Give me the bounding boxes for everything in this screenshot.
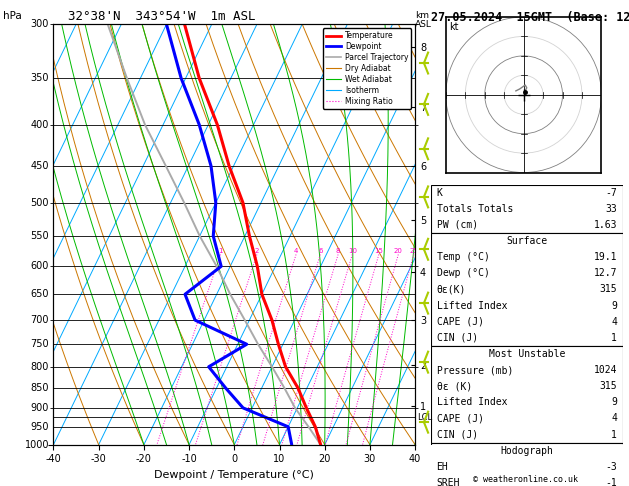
Text: 4: 4 bbox=[611, 414, 617, 423]
Text: 300: 300 bbox=[31, 19, 49, 29]
Text: km
ASL: km ASL bbox=[415, 11, 432, 29]
Text: θε(K): θε(K) bbox=[437, 284, 466, 295]
Text: Pressure (mb): Pressure (mb) bbox=[437, 365, 513, 375]
Text: 1: 1 bbox=[218, 248, 223, 255]
Text: CIN (J): CIN (J) bbox=[437, 333, 478, 343]
Text: 33: 33 bbox=[605, 204, 617, 214]
Text: 600: 600 bbox=[31, 261, 49, 271]
Text: 1: 1 bbox=[611, 430, 617, 439]
Text: CAPE (J): CAPE (J) bbox=[437, 317, 484, 327]
Text: 19.1: 19.1 bbox=[593, 252, 617, 262]
Text: 700: 700 bbox=[31, 315, 49, 325]
Text: hPa: hPa bbox=[3, 11, 22, 21]
Text: 850: 850 bbox=[31, 383, 49, 393]
Text: PW (cm): PW (cm) bbox=[437, 220, 478, 230]
Text: 400: 400 bbox=[31, 120, 49, 130]
Text: Surface: Surface bbox=[506, 236, 547, 246]
Text: CAPE (J): CAPE (J) bbox=[437, 414, 484, 423]
Text: 315: 315 bbox=[599, 381, 617, 391]
Text: 9: 9 bbox=[611, 300, 617, 311]
Text: 10: 10 bbox=[348, 248, 357, 255]
Text: K: K bbox=[437, 188, 442, 198]
Text: 1024: 1024 bbox=[593, 365, 617, 375]
Text: 6: 6 bbox=[318, 248, 323, 255]
Text: 950: 950 bbox=[31, 422, 49, 432]
Text: 4: 4 bbox=[611, 317, 617, 327]
Text: 800: 800 bbox=[31, 362, 49, 372]
Text: -7: -7 bbox=[605, 188, 617, 198]
Bar bbox=[431, 443, 623, 486]
Bar bbox=[431, 233, 623, 346]
Text: EH: EH bbox=[437, 462, 448, 472]
Bar bbox=[431, 185, 623, 233]
Text: 4: 4 bbox=[294, 248, 298, 255]
Text: 450: 450 bbox=[31, 161, 49, 171]
Bar bbox=[431, 346, 623, 443]
Text: 27.05.2024  15GMT  (Base: 12): 27.05.2024 15GMT (Base: 12) bbox=[431, 11, 629, 24]
Text: 20: 20 bbox=[394, 248, 403, 255]
Text: 9: 9 bbox=[611, 398, 617, 407]
Text: 12.7: 12.7 bbox=[593, 268, 617, 278]
Text: 25: 25 bbox=[409, 248, 418, 255]
X-axis label: Dewpoint / Temperature (°C): Dewpoint / Temperature (°C) bbox=[154, 470, 314, 480]
Text: Lifted Index: Lifted Index bbox=[437, 398, 507, 407]
Text: 1: 1 bbox=[611, 333, 617, 343]
Text: Totals Totals: Totals Totals bbox=[437, 204, 513, 214]
Text: Lifted Index: Lifted Index bbox=[437, 300, 507, 311]
Legend: Temperature, Dewpoint, Parcel Trajectory, Dry Adiabat, Wet Adiabat, Isotherm, Mi: Temperature, Dewpoint, Parcel Trajectory… bbox=[323, 28, 411, 109]
Text: Temp (°C): Temp (°C) bbox=[437, 252, 489, 262]
Text: 32°38'N  343°54'W  1m ASL: 32°38'N 343°54'W 1m ASL bbox=[53, 10, 256, 23]
Text: 350: 350 bbox=[31, 73, 49, 83]
Text: 900: 900 bbox=[31, 403, 49, 413]
Text: Most Unstable: Most Unstable bbox=[489, 349, 565, 359]
Text: SREH: SREH bbox=[437, 478, 460, 486]
Text: 8: 8 bbox=[336, 248, 340, 255]
Text: 315: 315 bbox=[599, 284, 617, 295]
Text: -3: -3 bbox=[605, 462, 617, 472]
Text: 1000: 1000 bbox=[25, 440, 49, 450]
Text: 2: 2 bbox=[255, 248, 259, 255]
Text: θε (K): θε (K) bbox=[437, 381, 472, 391]
Text: kt: kt bbox=[449, 22, 459, 32]
Text: 1.63: 1.63 bbox=[593, 220, 617, 230]
Text: © weatheronline.co.uk: © weatheronline.co.uk bbox=[473, 474, 577, 484]
Text: 550: 550 bbox=[30, 231, 49, 241]
Text: 500: 500 bbox=[31, 198, 49, 208]
Text: Hodograph: Hodograph bbox=[500, 446, 554, 456]
Text: Mixing Ratio (g/kg): Mixing Ratio (g/kg) bbox=[458, 191, 467, 278]
Text: 750: 750 bbox=[30, 339, 49, 349]
Text: LCL: LCL bbox=[417, 413, 432, 422]
Text: -1: -1 bbox=[605, 478, 617, 486]
Text: 15: 15 bbox=[374, 248, 383, 255]
Text: Dewp (°C): Dewp (°C) bbox=[437, 268, 489, 278]
Text: 650: 650 bbox=[31, 289, 49, 299]
Text: CIN (J): CIN (J) bbox=[437, 430, 478, 439]
